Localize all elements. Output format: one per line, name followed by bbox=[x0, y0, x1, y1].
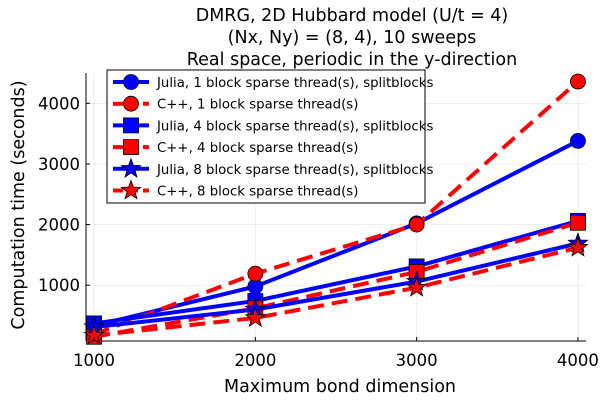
legend-marker-4 bbox=[120, 157, 142, 178]
series-line-1 bbox=[93, 79, 580, 337]
data-point-s0-3 bbox=[570, 133, 586, 149]
legend-entry-2: Julia, 4 block sparse thread(s), splitbl… bbox=[113, 117, 433, 134]
x-tick-label-3: 4000 bbox=[557, 351, 599, 370]
legend-marker-1 bbox=[123, 95, 139, 112]
x-tick-label-2: 3000 bbox=[396, 351, 438, 370]
y-tick-label-0: 1000 bbox=[38, 276, 80, 295]
series-2 bbox=[86, 213, 586, 332]
data-point-s1-3 bbox=[570, 73, 586, 90]
data-point-s5-2 bbox=[405, 276, 428, 297]
legend-marker-2 bbox=[123, 117, 139, 134]
legend-marker-3 bbox=[123, 139, 139, 156]
chart-title-line-2: (Nx, Ny) = (8, 4), 10 sweeps bbox=[228, 28, 477, 48]
series-line-2 bbox=[93, 219, 579, 326]
chart-title-line-1: DMRG, 2D Hubbard model (U/t = 4) bbox=[196, 6, 509, 26]
legend-label-2: Julia, 4 block sparse thread(s), splitbl… bbox=[156, 119, 433, 134]
legend-label-0: Julia, 1 block sparse thread(s), splitbl… bbox=[156, 76, 433, 91]
axis-ticks: 1000 2000 3000 4000 1000 2000 3000 4000 bbox=[38, 94, 599, 370]
legend-entry-0: Julia, 1 block sparse thread(s), splitbl… bbox=[113, 74, 433, 91]
data-series bbox=[83, 73, 589, 345]
series-5 bbox=[83, 236, 589, 345]
y-tick-label-3: 4000 bbox=[38, 94, 80, 113]
legend-box bbox=[106, 69, 426, 204]
series-line-3 bbox=[93, 220, 579, 339]
legend-label-1: C++, 1 block sparse thread(s) bbox=[157, 98, 358, 113]
y-tick-label-1: 2000 bbox=[38, 216, 80, 235]
series-3 bbox=[86, 214, 586, 345]
legend-marker-0 bbox=[123, 74, 139, 90]
plot-frame bbox=[85, 73, 586, 342]
data-point-s5-1 bbox=[244, 306, 267, 328]
legend-entry-3: C++, 4 block sparse thread(s) bbox=[113, 139, 358, 156]
legend-marker-5 bbox=[120, 179, 142, 200]
legend: Julia, 1 block sparse thread(s), splitbl… bbox=[106, 69, 433, 204]
series-line-5 bbox=[93, 245, 579, 338]
data-point-s1-2 bbox=[408, 216, 425, 233]
y-tick-label-2: 3000 bbox=[38, 155, 80, 174]
chart-title: DMRG, 2D Hubbard model (U/t = 4) (Nx, Ny… bbox=[187, 6, 517, 70]
legend-entry-5: C++, 8 block sparse thread(s) bbox=[113, 179, 358, 200]
data-point-s5-3 bbox=[567, 236, 589, 257]
legend-entry-1: C++, 1 block sparse thread(s) bbox=[113, 95, 358, 113]
legend-label-5: C++, 8 block sparse thread(s) bbox=[157, 185, 358, 200]
series-line-4 bbox=[93, 241, 579, 330]
data-point-s1-1 bbox=[247, 265, 264, 282]
chart-title-line-3: Real space, periodic in the y-direction bbox=[187, 50, 517, 70]
legend-label-3: C++, 4 block sparse thread(s) bbox=[157, 141, 358, 156]
x-axis-label: Maximum bond dimension bbox=[224, 377, 456, 397]
legend-entry-4: Julia, 8 block sparse thread(s), splitbl… bbox=[113, 157, 433, 178]
x-tick-label-1: 2000 bbox=[234, 351, 276, 370]
data-point-s3-3 bbox=[570, 214, 586, 231]
x-tick-label-0: 1000 bbox=[73, 351, 115, 370]
legend-label-4: Julia, 8 block sparse thread(s), splitbl… bbox=[156, 163, 433, 178]
y-axis-label: Computation time (seconds) bbox=[9, 80, 29, 329]
